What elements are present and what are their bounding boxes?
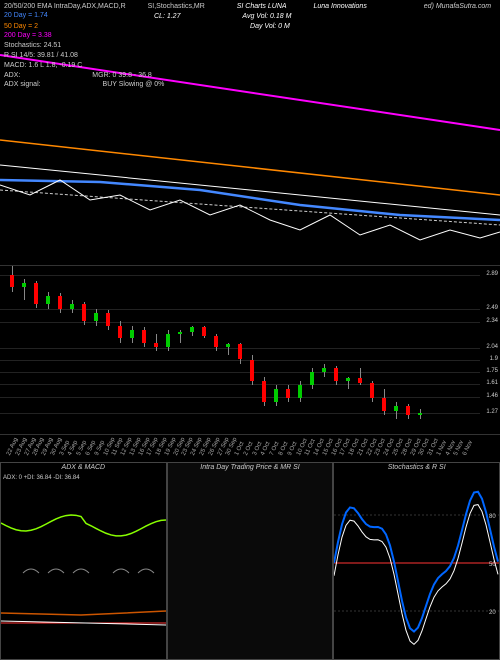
cl: CL: 1.27: [154, 13, 180, 20]
hdr-e: ed) MunafaSutra.com: [424, 3, 491, 10]
panel-stochastics: Stochastics & R SI 805020: [333, 462, 500, 660]
bottom-panels: ADX & MACD ADX: 0 +DI: 36.84 -DI: 36.84 …: [0, 462, 500, 660]
date-axis: 22 Aug23 Aug27 Aug28 Aug29 Aug30 Aug3 Se…: [0, 436, 465, 460]
hdr-b: SI,Stochastics,MR: [148, 3, 205, 10]
adxsig: ADX signal:: [4, 81, 41, 88]
p1-title: ADX & MACD: [1, 464, 166, 471]
rsi: R SI 14/5: 39.81 / 41.08: [4, 52, 78, 59]
dayvol: Day Vol: 0 M: [250, 23, 290, 30]
hdr-a: 20/50/200 EMA IntraDay,ADX,MACD,R: [4, 3, 126, 10]
p2-title: Intra Day Trading Price & MR SI: [168, 464, 333, 471]
macd: MACD: 1.6 L 1.8, -0.19 C: [4, 62, 82, 69]
hdr-c: SI Charts LUNA: [237, 3, 287, 10]
header: 20/50/200 EMA IntraDay,ADX,MACD,R SI,Sto…: [4, 2, 496, 90]
d20: 20 Day = 1.74: [4, 12, 48, 19]
mgr: MGR: 0 39.8 - 36.8: [92, 72, 152, 79]
avgvol: Avg Vol: 0.18 M: [242, 13, 291, 20]
hdr-d: Luna Innovations: [314, 3, 367, 10]
d50: 50 Day = 2: [4, 23, 38, 30]
adx: ADX:: [4, 72, 20, 79]
buysig: BUY Slowing @ 0%: [103, 81, 165, 88]
panel-adx-macd: ADX & MACD ADX: 0 +DI: 36.84 -DI: 36.84: [0, 462, 167, 660]
stoch: Stochastics: 24.51: [4, 42, 61, 49]
d200: 200 Day = 3.38: [4, 32, 52, 39]
candle-chart: 2.892.492.342.041.91.751.611.461.27: [0, 265, 500, 435]
svg-text:20: 20: [489, 610, 496, 616]
panel-intraday: Intra Day Trading Price & MR SI: [167, 462, 334, 660]
svg-text:80: 80: [489, 514, 496, 520]
p3-title: Stochastics & R SI: [334, 464, 499, 471]
